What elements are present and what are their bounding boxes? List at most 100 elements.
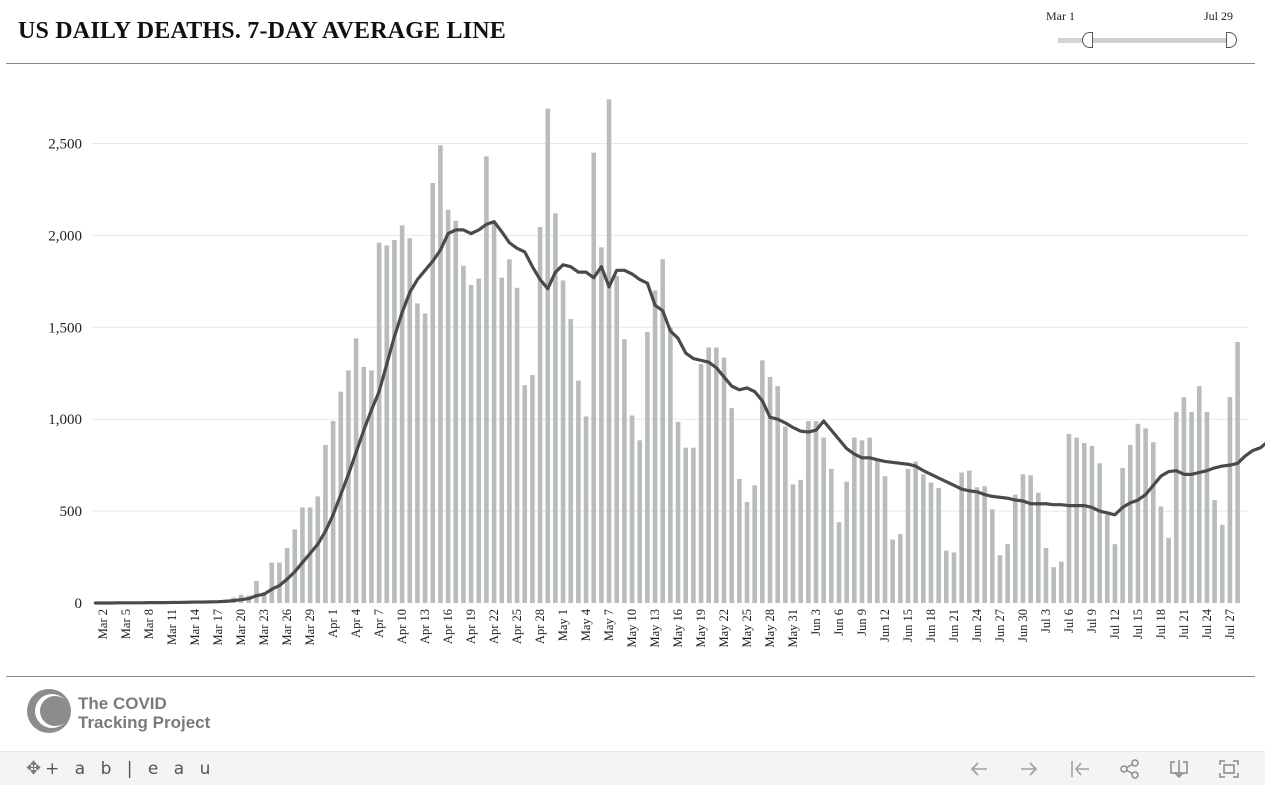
daily-deaths-bar[interactable] bbox=[844, 481, 849, 603]
daily-deaths-bar[interactable] bbox=[476, 278, 482, 603]
daily-deaths-bar[interactable] bbox=[1074, 437, 1079, 603]
redo-button[interactable] bbox=[1016, 756, 1042, 782]
daily-deaths-bar[interactable] bbox=[790, 484, 796, 603]
daily-deaths-bar[interactable] bbox=[1227, 397, 1233, 603]
daily-deaths-bar[interactable] bbox=[453, 220, 459, 603]
daily-deaths-bar[interactable] bbox=[706, 347, 711, 603]
fullscreen-button[interactable] bbox=[1216, 756, 1242, 782]
daily-deaths-bar[interactable] bbox=[261, 591, 267, 603]
daily-deaths-bar[interactable] bbox=[905, 468, 911, 603]
daily-deaths-bar[interactable] bbox=[737, 478, 742, 603]
daily-deaths-bar[interactable] bbox=[744, 501, 750, 603]
daily-deaths-bar[interactable] bbox=[721, 357, 727, 603]
daily-deaths-bar[interactable] bbox=[652, 290, 658, 603]
daily-deaths-bar[interactable] bbox=[882, 476, 888, 603]
date-range-slider[interactable]: Mar 1 Jul 29 bbox=[1040, 6, 1255, 56]
daily-deaths-bar[interactable] bbox=[422, 313, 428, 603]
daily-deaths-bar[interactable] bbox=[852, 437, 857, 603]
daily-deaths-bar[interactable] bbox=[990, 509, 995, 603]
daily-deaths-bar[interactable] bbox=[254, 580, 259, 603]
daily-deaths-bar[interactable] bbox=[959, 472, 964, 604]
daily-deaths-bar[interactable] bbox=[1051, 567, 1056, 603]
daily-deaths-bar[interactable] bbox=[729, 408, 734, 603]
daily-deaths-bar[interactable] bbox=[683, 447, 689, 603]
daily-deaths-bar[interactable] bbox=[928, 482, 934, 603]
daily-deaths-bar[interactable] bbox=[315, 496, 321, 603]
daily-deaths-bar[interactable] bbox=[629, 415, 635, 603]
daily-deaths-bar[interactable] bbox=[430, 183, 436, 603]
daily-deaths-bar[interactable] bbox=[1104, 514, 1110, 603]
daily-deaths-bar[interactable] bbox=[1235, 342, 1240, 603]
daily-deaths-bar[interactable] bbox=[1189, 411, 1194, 603]
daily-deaths-bar[interactable] bbox=[821, 437, 826, 603]
daily-deaths-bar[interactable] bbox=[813, 421, 819, 603]
daily-deaths-bar[interactable] bbox=[591, 152, 597, 603]
daily-deaths-bar[interactable] bbox=[637, 440, 643, 603]
daily-deaths-bar[interactable] bbox=[951, 552, 957, 603]
daily-deaths-bar[interactable] bbox=[1097, 463, 1102, 603]
slider-start-handle[interactable] bbox=[1082, 32, 1093, 48]
daily-deaths-bar[interactable] bbox=[1181, 397, 1187, 603]
tableau-logo[interactable]: ✥ + a b | e a u bbox=[26, 758, 215, 779]
share-button[interactable] bbox=[1117, 756, 1143, 782]
daily-deaths-bar[interactable] bbox=[1143, 428, 1148, 603]
daily-deaths-bar[interactable] bbox=[284, 547, 290, 603]
daily-deaths-bar[interactable] bbox=[292, 529, 298, 603]
daily-deaths-bar[interactable] bbox=[1081, 443, 1087, 603]
daily-deaths-bar[interactable] bbox=[1005, 544, 1010, 603]
daily-deaths-bar[interactable] bbox=[353, 338, 359, 603]
daily-deaths-bar[interactable] bbox=[568, 319, 574, 603]
covid-tracking-project-logo[interactable]: The COVID Tracking Project bbox=[22, 684, 242, 744]
daily-deaths-bar[interactable] bbox=[583, 416, 589, 603]
daily-deaths-bar[interactable] bbox=[1173, 411, 1179, 603]
daily-deaths-bar[interactable] bbox=[507, 259, 512, 603]
daily-deaths-bar[interactable] bbox=[913, 461, 918, 603]
daily-deaths-bar[interactable] bbox=[277, 562, 282, 603]
daily-deaths-bar[interactable] bbox=[269, 562, 275, 603]
daily-deaths-bar[interactable] bbox=[369, 370, 374, 603]
daily-deaths-bar[interactable] bbox=[399, 225, 405, 604]
daily-deaths-bar[interactable] bbox=[461, 265, 466, 603]
daily-deaths-bar[interactable] bbox=[376, 242, 382, 603]
daily-deaths-bar[interactable] bbox=[599, 247, 604, 603]
daily-deaths-bar[interactable] bbox=[898, 534, 903, 603]
daily-deaths-bar[interactable] bbox=[545, 108, 551, 603]
daily-deaths-bar[interactable] bbox=[645, 331, 650, 603]
daily-deaths-bar[interactable] bbox=[760, 360, 765, 603]
daily-deaths-bar[interactable] bbox=[944, 550, 949, 603]
daily-deaths-bar[interactable] bbox=[890, 539, 895, 603]
daily-deaths-bar[interactable] bbox=[875, 460, 880, 603]
daily-deaths-bar[interactable] bbox=[1204, 411, 1210, 603]
daily-deaths-bar[interactable] bbox=[691, 447, 696, 603]
daily-deaths-bar[interactable] bbox=[614, 275, 620, 603]
daily-deaths-bar[interactable] bbox=[668, 327, 673, 603]
revert-button[interactable] bbox=[1067, 756, 1093, 782]
daily-deaths-bar[interactable] bbox=[1212, 500, 1217, 603]
daily-deaths-bar[interactable] bbox=[783, 426, 788, 603]
daily-deaths-bar[interactable] bbox=[445, 209, 451, 604]
daily-deaths-bar[interactable] bbox=[1196, 386, 1202, 603]
daily-deaths-bar[interactable] bbox=[1020, 474, 1026, 603]
daily-deaths-bar[interactable] bbox=[622, 339, 627, 603]
daily-deaths-bar[interactable] bbox=[798, 479, 803, 603]
daily-deaths-bar[interactable] bbox=[974, 487, 980, 603]
daily-deaths-bar[interactable] bbox=[576, 380, 581, 603]
daily-deaths-bar[interactable] bbox=[484, 156, 489, 603]
daily-deaths-bar[interactable] bbox=[698, 364, 704, 603]
daily-deaths-bar[interactable] bbox=[384, 245, 390, 603]
daily-deaths-bar[interactable] bbox=[714, 347, 719, 603]
daily-deaths-bar[interactable] bbox=[1058, 561, 1064, 603]
daily-deaths-bar[interactable] bbox=[660, 259, 666, 603]
daily-deaths-bar[interactable] bbox=[438, 145, 443, 603]
daily-deaths-bar[interactable] bbox=[921, 474, 926, 603]
daily-deaths-bar[interactable] bbox=[491, 223, 497, 603]
daily-deaths-bar[interactable] bbox=[1120, 467, 1125, 603]
daily-deaths-bar[interactable] bbox=[300, 507, 305, 603]
daily-deaths-bar[interactable] bbox=[346, 370, 351, 603]
daily-deaths-bar[interactable] bbox=[415, 303, 420, 603]
daily-deaths-bar[interactable] bbox=[752, 485, 757, 603]
daily-deaths-bar[interactable] bbox=[867, 437, 872, 603]
daily-deaths-bar[interactable] bbox=[1158, 506, 1164, 603]
daily-deaths-bar[interactable] bbox=[1013, 494, 1018, 603]
daily-deaths-bar[interactable] bbox=[1028, 475, 1033, 603]
